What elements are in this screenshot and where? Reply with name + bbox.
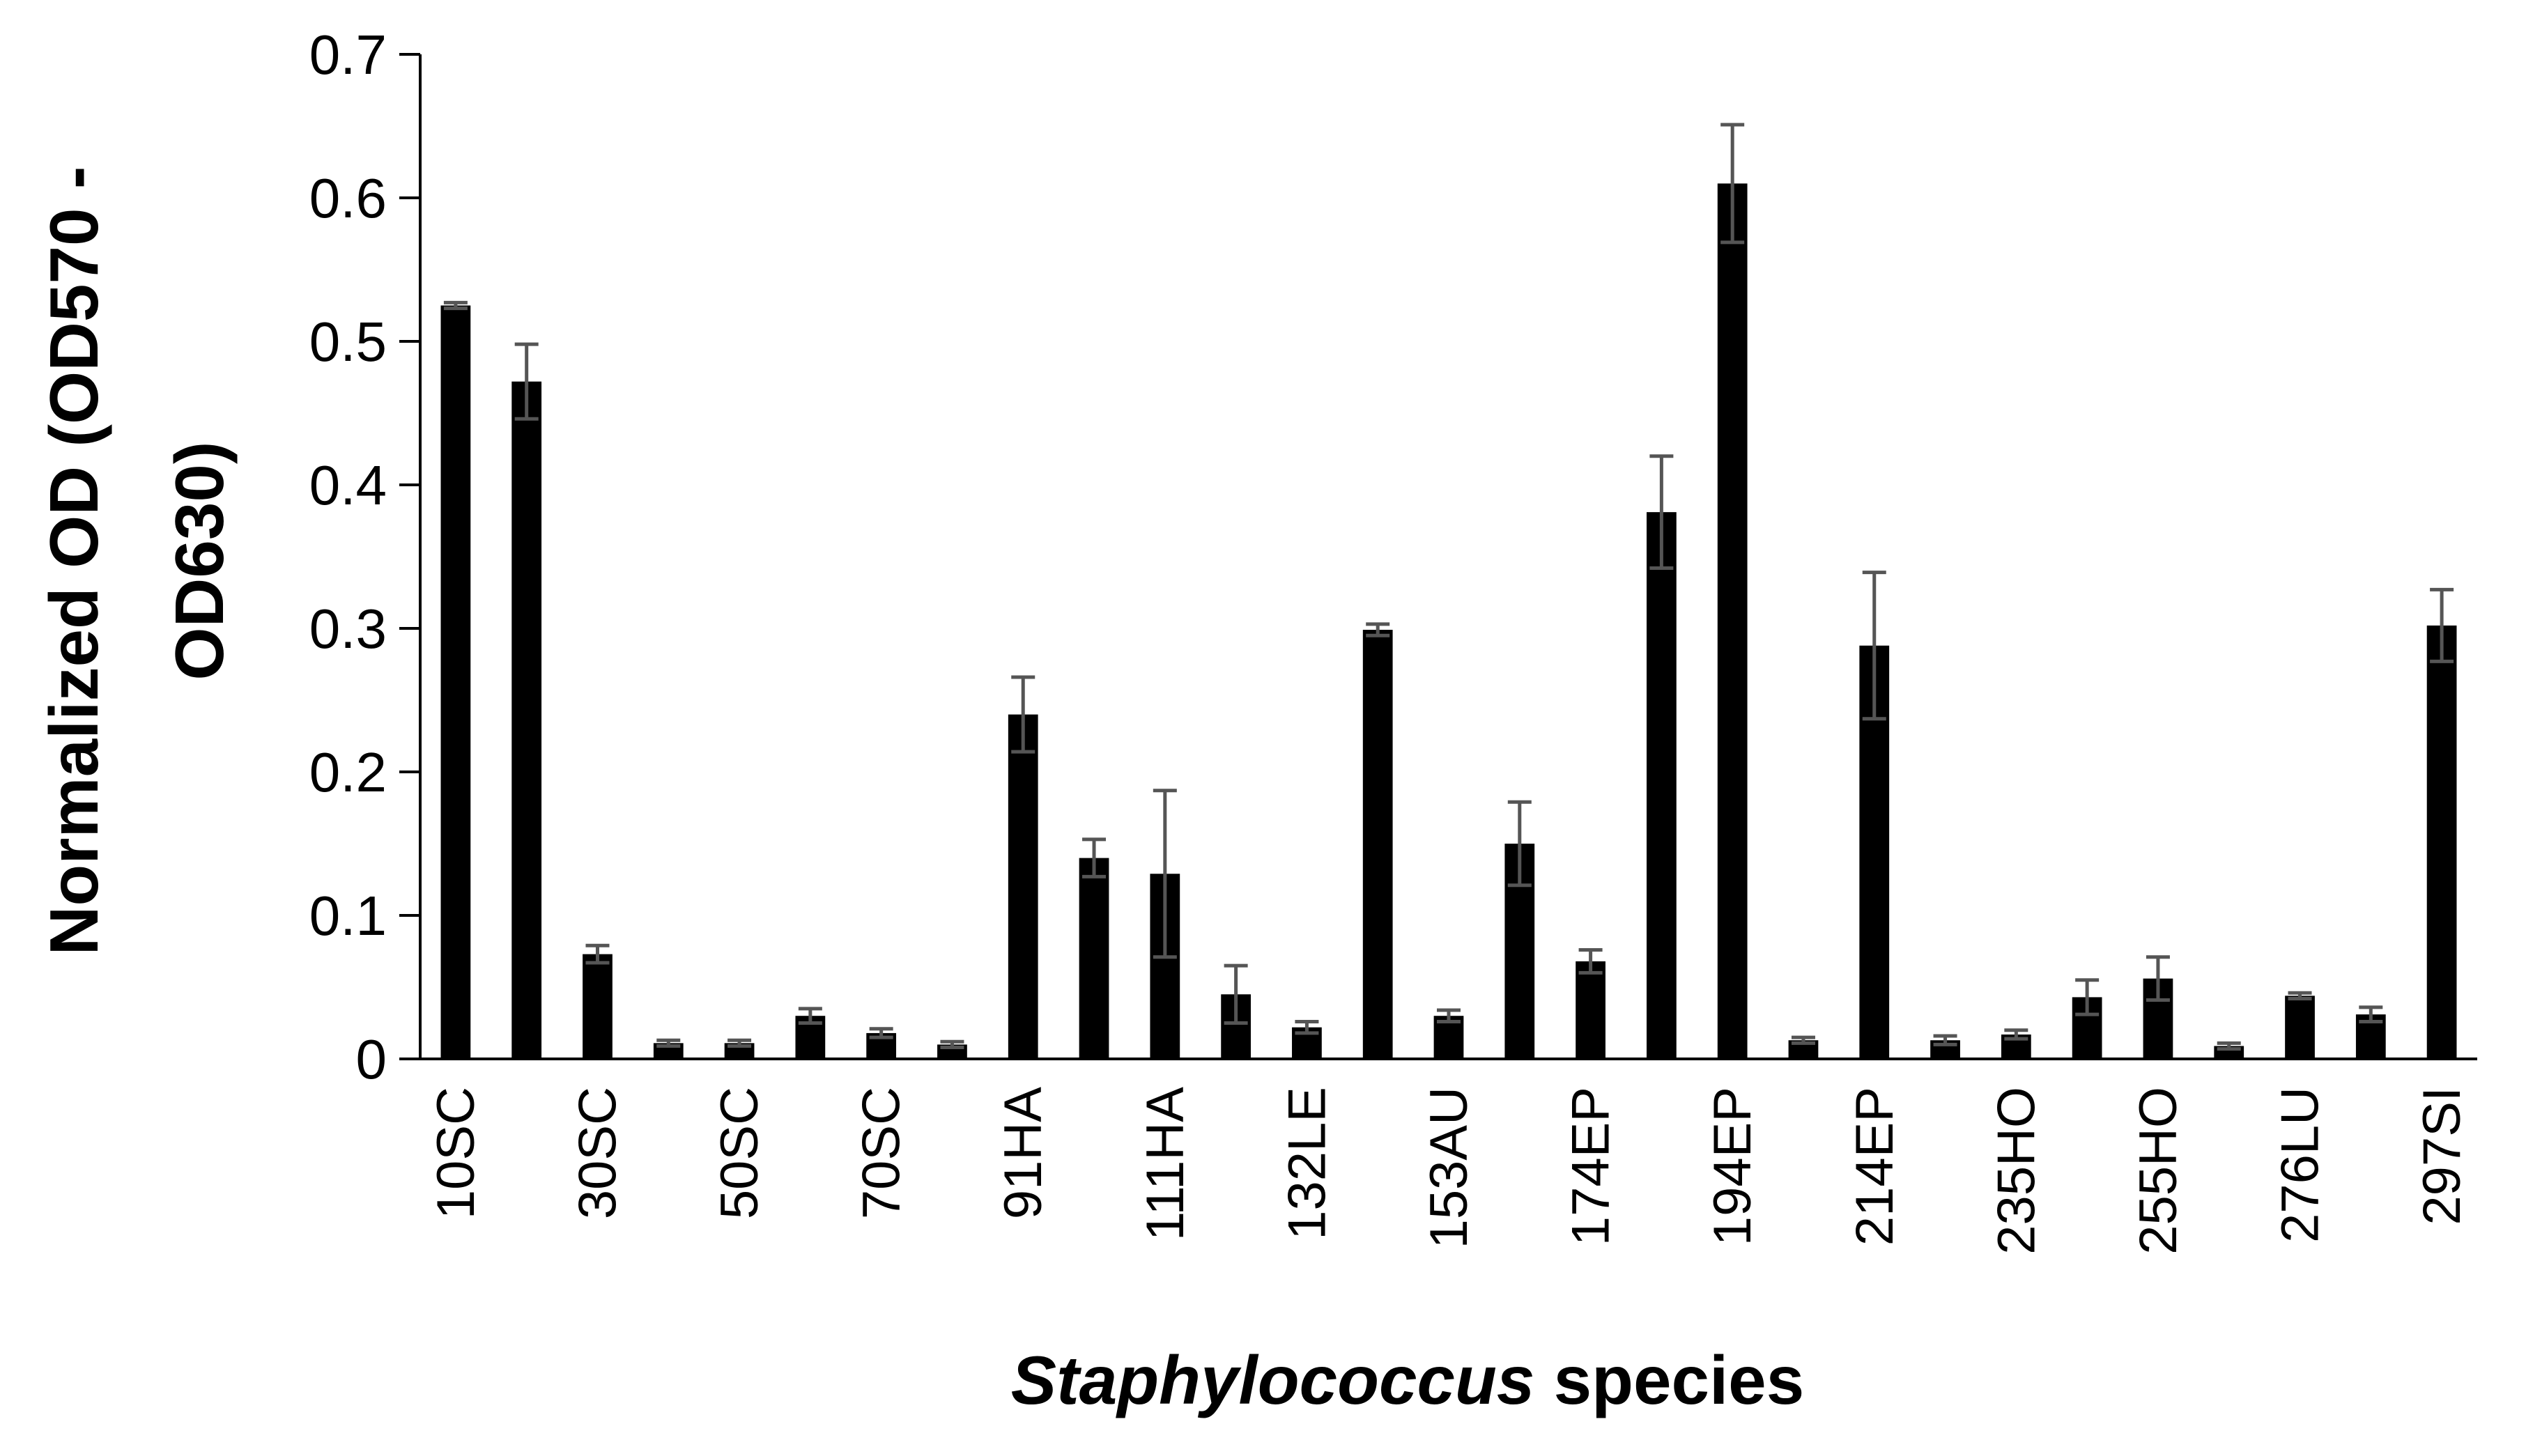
y-tick-label: 0.3	[309, 598, 387, 660]
error-bar	[2217, 1041, 2241, 1051]
bar-series	[440, 183, 2457, 1059]
x-tick-label: 50SC	[710, 1087, 769, 1219]
bar	[440, 305, 471, 1059]
error-bar	[1437, 1008, 1461, 1023]
x-tick-label: 276LU	[2271, 1087, 2330, 1243]
y-tick-label: 0.2	[309, 741, 387, 803]
error-bar	[1507, 800, 1532, 888]
x-tick-label: 10SC	[426, 1087, 486, 1219]
error-bar	[1578, 947, 1603, 975]
y-tick-label: 0.7	[309, 24, 387, 86]
error-bar	[1082, 837, 1107, 878]
bar	[583, 954, 613, 1059]
x-tick-label: 214EP	[1845, 1087, 1904, 1246]
error-bar	[2288, 991, 2312, 1000]
y-tick-label: 0.5	[309, 311, 387, 373]
x-tick-label: 255HO	[2129, 1087, 2188, 1255]
error-bar	[869, 1027, 893, 1039]
error-bar	[585, 943, 610, 965]
y-axis-ticks: 0 0.1 0.2 0.3 0.4 0.5 0.6 0.7	[309, 24, 420, 1090]
x-tick-label: 91HA	[994, 1087, 1053, 1219]
error-bar	[2359, 1005, 2383, 1023]
y-tick-label: 0	[356, 1028, 387, 1090]
x-axis-category-labels: 10SC 30SC 50SC 70SC 91HA 111HA 132LE 153AU 174EP…	[426, 1087, 2472, 1255]
error-bar	[443, 300, 468, 311]
error-bar	[940, 1039, 964, 1050]
x-tick-label: 153AU	[1419, 1087, 1479, 1248]
error-bars	[443, 123, 2454, 1051]
y-tick-label: 0.4	[309, 454, 387, 516]
bar	[1576, 961, 1605, 1059]
x-axis-title: Staphylococcus species	[1011, 1342, 1804, 1418]
bar	[2285, 996, 2315, 1059]
bar	[1008, 714, 1038, 1059]
x-axis-title-italic: Staphylococcus	[1011, 1342, 1535, 1418]
error-bar	[2430, 587, 2454, 663]
x-axis-title-rest: species	[1534, 1342, 1804, 1418]
error-bar	[656, 1038, 681, 1048]
bar	[1362, 630, 1393, 1059]
y-tick-label: 0.1	[309, 885, 387, 947]
error-bar	[727, 1038, 752, 1048]
error-bar	[1224, 963, 1248, 1025]
error-bar	[1933, 1034, 1957, 1046]
x-tick-label: 194EP	[1703, 1087, 1762, 1246]
x-tick-label: 132LE	[1277, 1087, 1337, 1240]
error-bar	[1295, 1019, 1319, 1035]
error-bar	[514, 342, 539, 421]
bar	[1079, 858, 1109, 1059]
bar	[511, 381, 542, 1059]
error-bar	[2146, 955, 2170, 1002]
error-bar	[1720, 123, 1745, 245]
error-bar	[1791, 1035, 1815, 1045]
x-tick-label: 30SC	[568, 1087, 627, 1219]
error-bar	[1366, 622, 1390, 637]
error-bar	[1649, 454, 1674, 570]
error-bar	[2075, 978, 2100, 1016]
error-bar	[2004, 1028, 2028, 1041]
bar	[1647, 512, 1677, 1059]
y-tick-label: 0.6	[309, 167, 387, 229]
error-bar	[1862, 571, 1886, 721]
x-tick-label: 70SC	[852, 1087, 911, 1219]
x-tick-label: 174EP	[1562, 1087, 1621, 1246]
error-bar	[1011, 675, 1035, 754]
y-axis-label-line-1: Normalized OD (OD570 -	[36, 166, 112, 956]
bar	[1717, 183, 1748, 1059]
error-bar	[798, 1007, 822, 1025]
x-tick-label: 297SI	[2412, 1087, 2472, 1225]
error-bar	[1153, 789, 1177, 959]
y-axis-label-line-2: OD630)	[161, 441, 238, 680]
x-tick-label: 235HO	[1987, 1087, 2046, 1255]
bar	[2426, 625, 2457, 1059]
x-tick-label: 111HA	[1136, 1087, 1195, 1241]
